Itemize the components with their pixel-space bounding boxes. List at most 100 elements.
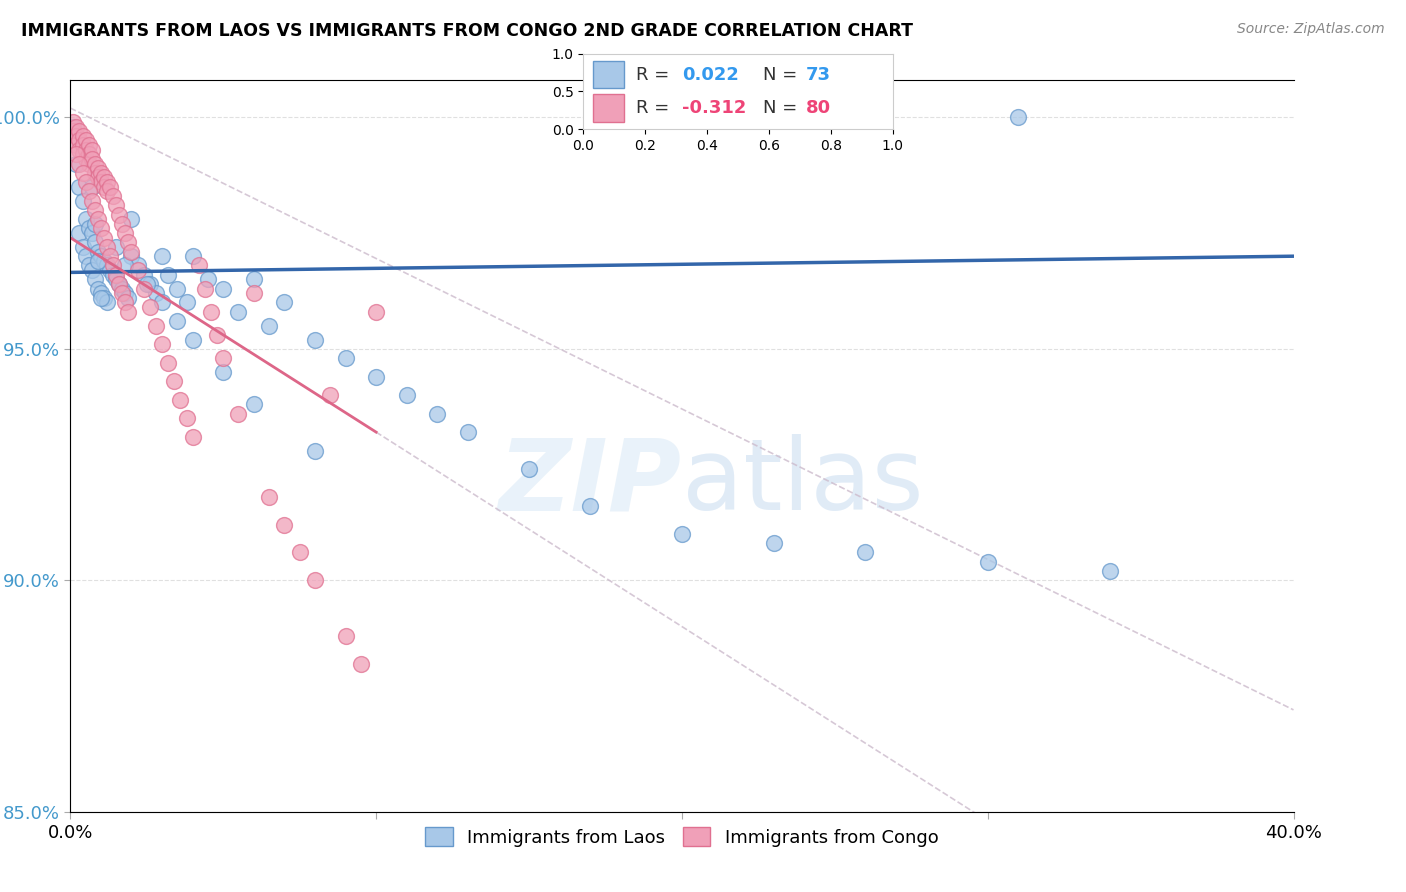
Point bbox=[114, 295, 136, 310]
Point bbox=[105, 272, 128, 286]
Point bbox=[350, 657, 373, 671]
Point bbox=[83, 156, 105, 170]
Point bbox=[335, 629, 357, 643]
Point bbox=[139, 277, 162, 291]
Point bbox=[75, 175, 97, 189]
Point bbox=[304, 443, 326, 458]
Point bbox=[212, 365, 235, 379]
Point bbox=[93, 230, 115, 244]
Point bbox=[83, 235, 105, 250]
Point bbox=[127, 263, 149, 277]
Point bbox=[105, 198, 128, 212]
Point bbox=[157, 268, 180, 282]
Point bbox=[117, 304, 139, 318]
Point bbox=[150, 249, 173, 263]
Point bbox=[90, 175, 112, 189]
Point bbox=[121, 249, 143, 263]
Point bbox=[579, 499, 602, 513]
Point bbox=[181, 430, 204, 444]
Point bbox=[72, 138, 94, 153]
Point bbox=[114, 286, 136, 301]
Point bbox=[319, 388, 342, 402]
Text: Source: ZipAtlas.com: Source: ZipAtlas.com bbox=[1237, 22, 1385, 37]
Point bbox=[62, 115, 84, 129]
Point bbox=[77, 147, 100, 161]
Point bbox=[90, 249, 112, 263]
Point bbox=[65, 128, 87, 143]
Point bbox=[395, 388, 418, 402]
Point bbox=[176, 295, 198, 310]
Point bbox=[288, 545, 311, 559]
Point bbox=[426, 407, 449, 421]
Point bbox=[150, 295, 173, 310]
Point bbox=[72, 147, 94, 161]
Point bbox=[75, 152, 97, 166]
Point bbox=[335, 351, 357, 365]
Point bbox=[98, 249, 121, 263]
Point bbox=[101, 189, 124, 203]
Text: N =: N = bbox=[763, 99, 803, 117]
Point bbox=[111, 217, 134, 231]
Point bbox=[80, 194, 103, 208]
Point bbox=[87, 170, 110, 185]
Text: IMMIGRANTS FROM LAOS VS IMMIGRANTS FROM CONGO 2ND GRADE CORRELATION CHART: IMMIGRANTS FROM LAOS VS IMMIGRANTS FROM … bbox=[21, 22, 912, 40]
Point bbox=[111, 282, 134, 296]
Point bbox=[228, 304, 250, 318]
Point bbox=[93, 179, 115, 194]
Point bbox=[228, 407, 250, 421]
Point bbox=[90, 166, 112, 180]
Point bbox=[132, 268, 155, 282]
FancyBboxPatch shape bbox=[593, 62, 624, 88]
Point bbox=[1007, 111, 1029, 125]
Point bbox=[157, 356, 180, 370]
Point bbox=[65, 156, 87, 170]
Text: -0.312: -0.312 bbox=[682, 99, 747, 117]
Point bbox=[121, 212, 143, 227]
Point bbox=[77, 156, 100, 170]
Point bbox=[96, 259, 118, 273]
Text: 80: 80 bbox=[806, 99, 831, 117]
Text: R =: R = bbox=[636, 99, 675, 117]
Point bbox=[69, 156, 91, 170]
Point bbox=[98, 179, 121, 194]
Point bbox=[114, 259, 136, 273]
Point bbox=[69, 143, 91, 157]
Point bbox=[117, 235, 139, 250]
Point bbox=[75, 249, 97, 263]
Point bbox=[87, 212, 110, 227]
Text: N =: N = bbox=[763, 66, 803, 84]
Point bbox=[121, 244, 143, 259]
Point bbox=[77, 259, 100, 273]
Point bbox=[90, 286, 112, 301]
Point bbox=[163, 374, 186, 388]
Point bbox=[108, 277, 131, 291]
Point bbox=[150, 337, 173, 351]
Point bbox=[117, 291, 139, 305]
Point bbox=[212, 282, 235, 296]
Point bbox=[169, 392, 191, 407]
Point bbox=[457, 425, 479, 439]
Text: atlas: atlas bbox=[682, 434, 924, 531]
Point bbox=[72, 240, 94, 254]
Point bbox=[671, 527, 693, 541]
Point bbox=[139, 300, 162, 314]
Point bbox=[166, 282, 188, 296]
Point bbox=[80, 179, 103, 194]
Point bbox=[75, 143, 97, 157]
Point bbox=[72, 194, 94, 208]
Point bbox=[197, 272, 219, 286]
Point bbox=[93, 170, 115, 185]
Point bbox=[93, 253, 115, 268]
Point bbox=[69, 124, 91, 138]
Point bbox=[101, 268, 124, 282]
Point bbox=[304, 574, 326, 588]
Point bbox=[62, 120, 84, 134]
Point bbox=[96, 175, 118, 189]
Point bbox=[96, 240, 118, 254]
Point bbox=[166, 314, 188, 328]
Point bbox=[273, 295, 295, 310]
Point bbox=[77, 221, 100, 235]
Point bbox=[111, 286, 134, 301]
Point bbox=[87, 253, 110, 268]
Point bbox=[93, 291, 115, 305]
